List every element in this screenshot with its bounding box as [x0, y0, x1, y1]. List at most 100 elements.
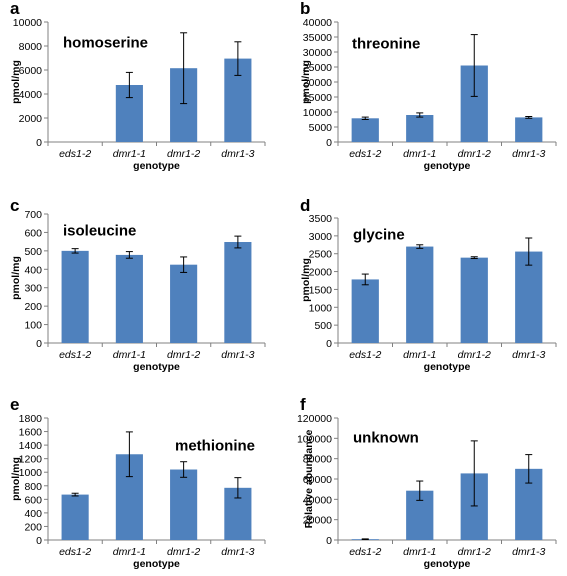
- x-tick-label: dmr1-1: [113, 546, 146, 558]
- y-axis-label: Relative abundance: [303, 430, 315, 529]
- y-tick-label: 20000: [303, 515, 332, 527]
- y-tick-label: 1000: [19, 467, 43, 479]
- y-tick-label: 2000: [309, 267, 333, 279]
- y-tick-label: 120000: [297, 413, 332, 425]
- x-axis-label: genotype: [133, 361, 180, 373]
- y-tick-label: 0: [36, 137, 42, 149]
- panel-letter: e: [10, 395, 19, 414]
- x-tick-label: dmr1-3: [221, 546, 254, 558]
- bar-dmr1-2: [170, 469, 198, 540]
- x-tick-label: eds1-2: [59, 349, 91, 361]
- x-tick-label: dmr1-2: [167, 546, 200, 558]
- x-axis-label: genotype: [424, 160, 471, 172]
- x-tick-label: dmr1-2: [458, 349, 491, 361]
- x-tick-label: eds1-2: [59, 546, 91, 558]
- bar-eds1-2: [351, 279, 379, 343]
- chart-panel-a: a 0 2000 4000 6000 8000 10000 eds1-2 dmr1-1 dmr1-…: [10, 0, 266, 172]
- y-tick-label: 3500: [309, 213, 333, 225]
- y-tick-label: 1200: [19, 454, 43, 466]
- x-tick-label: dmr1-2: [458, 546, 491, 558]
- y-tick-label: 40000: [303, 494, 332, 506]
- x-tick-label: eds1-2: [349, 349, 381, 361]
- y-tick-label: 2000: [19, 113, 43, 125]
- x-tick-label: dmr1-1: [113, 148, 146, 160]
- panel-letter: c: [10, 196, 19, 215]
- y-tick-label: 3000: [309, 231, 333, 243]
- x-tick-label: dmr1-2: [167, 148, 200, 160]
- y-tick-label: 500: [24, 246, 42, 258]
- y-tick-label: 0: [326, 137, 332, 149]
- y-tick-label: 200: [24, 301, 42, 313]
- y-axis-label: pmol/mg: [300, 258, 312, 302]
- y-tick-label: 0: [36, 338, 42, 350]
- y-tick-label: 100: [24, 320, 42, 332]
- x-tick-label: dmr1-3: [512, 349, 545, 361]
- y-tick-label: 30000: [303, 47, 332, 59]
- x-axis-label: genotype: [424, 361, 471, 373]
- x-tick-label: dmr1-1: [403, 546, 436, 558]
- chart-title: homoserine: [63, 34, 148, 51]
- x-tick-label: eds1-2: [349, 148, 381, 160]
- panel-letter: a: [10, 0, 20, 18]
- chart-panel-b: b 0 5000 10000 15000 20000 25000 30000 35000 4000…: [300, 0, 557, 172]
- y-tick-label: 400: [24, 264, 42, 276]
- chart-title: unknown: [353, 429, 419, 446]
- y-tick-label: 60000: [303, 474, 332, 486]
- panel-letter: b: [300, 0, 310, 18]
- bar-dmr1-2: [170, 264, 198, 343]
- x-tick-label: dmr1-3: [512, 148, 545, 160]
- x-tick-label: dmr1-1: [403, 148, 436, 160]
- y-tick-label: 20000: [303, 77, 332, 89]
- bar-dmr1-3: [224, 242, 252, 343]
- chart-panel-f: f 0 20000 40000 60000 80000 100000 120000 eds1-2…: [297, 395, 557, 570]
- x-tick-label: dmr1-1: [403, 349, 436, 361]
- y-tick-label: 1500: [309, 284, 333, 296]
- y-tick-label: 25000: [303, 62, 332, 74]
- y-tick-label: 0: [326, 338, 332, 350]
- x-tick-label: dmr1-3: [512, 546, 545, 558]
- y-tick-label: 2500: [309, 249, 333, 261]
- chart-title: isoleucine: [63, 222, 136, 239]
- y-axis-label: pmol/mg: [10, 457, 22, 501]
- x-axis-label: genotype: [133, 160, 180, 172]
- x-axis-label: genotype: [133, 558, 180, 570]
- x-tick-label: eds1-2: [59, 148, 91, 160]
- panel-letter: d: [300, 196, 310, 215]
- y-tick-label: 8000: [19, 41, 43, 53]
- panel-letter: f: [300, 395, 306, 414]
- y-tick-label: 10000: [303, 107, 332, 119]
- y-tick-label: 800: [24, 481, 42, 493]
- chart-title: methionine: [175, 437, 255, 454]
- y-tick-label: 1800: [19, 413, 43, 425]
- x-tick-label: dmr1-3: [221, 148, 254, 160]
- bar-dmr1-2: [460, 257, 488, 343]
- chart-panel-d: d 0 500 1000 1500 2000 2500 3000 3500 eds1-2 dmr1-…: [300, 196, 557, 373]
- bar-eds1-2: [61, 494, 89, 540]
- y-tick-label: 15000: [303, 92, 332, 104]
- y-axis-label: pmol/mg: [10, 256, 22, 300]
- x-tick-label: dmr1-3: [221, 349, 254, 361]
- y-tick-label: 100000: [297, 433, 332, 445]
- x-axis-label: genotype: [424, 558, 471, 570]
- bar-dmr1-1: [115, 254, 143, 343]
- y-axis-label: pmol/mg: [300, 60, 312, 104]
- x-tick-label: eds1-2: [349, 546, 381, 558]
- y-tick-label: 80000: [303, 454, 332, 466]
- y-tick-label: 0: [326, 535, 332, 547]
- x-tick-label: dmr1-2: [458, 148, 491, 160]
- bar-eds1-2: [351, 118, 379, 142]
- y-tick-label: 10000: [13, 17, 42, 29]
- x-tick-label: dmr1-1: [113, 349, 146, 361]
- chart-title: threonine: [352, 35, 420, 52]
- x-tick-label: dmr1-2: [167, 349, 200, 361]
- chart-panel-c: c 0 100 200 300 400 500 600 700 eds1-2 dmr1-1 dmr1-…: [10, 196, 266, 373]
- y-tick-label: 6000: [19, 65, 43, 77]
- y-tick-label: 200: [24, 521, 42, 533]
- y-tick-label: 40000: [303, 17, 332, 29]
- y-tick-label: 1600: [19, 427, 43, 439]
- y-tick-label: 300: [24, 283, 42, 295]
- y-tick-label: 1400: [19, 440, 43, 452]
- y-tick-label: 5000: [309, 122, 333, 134]
